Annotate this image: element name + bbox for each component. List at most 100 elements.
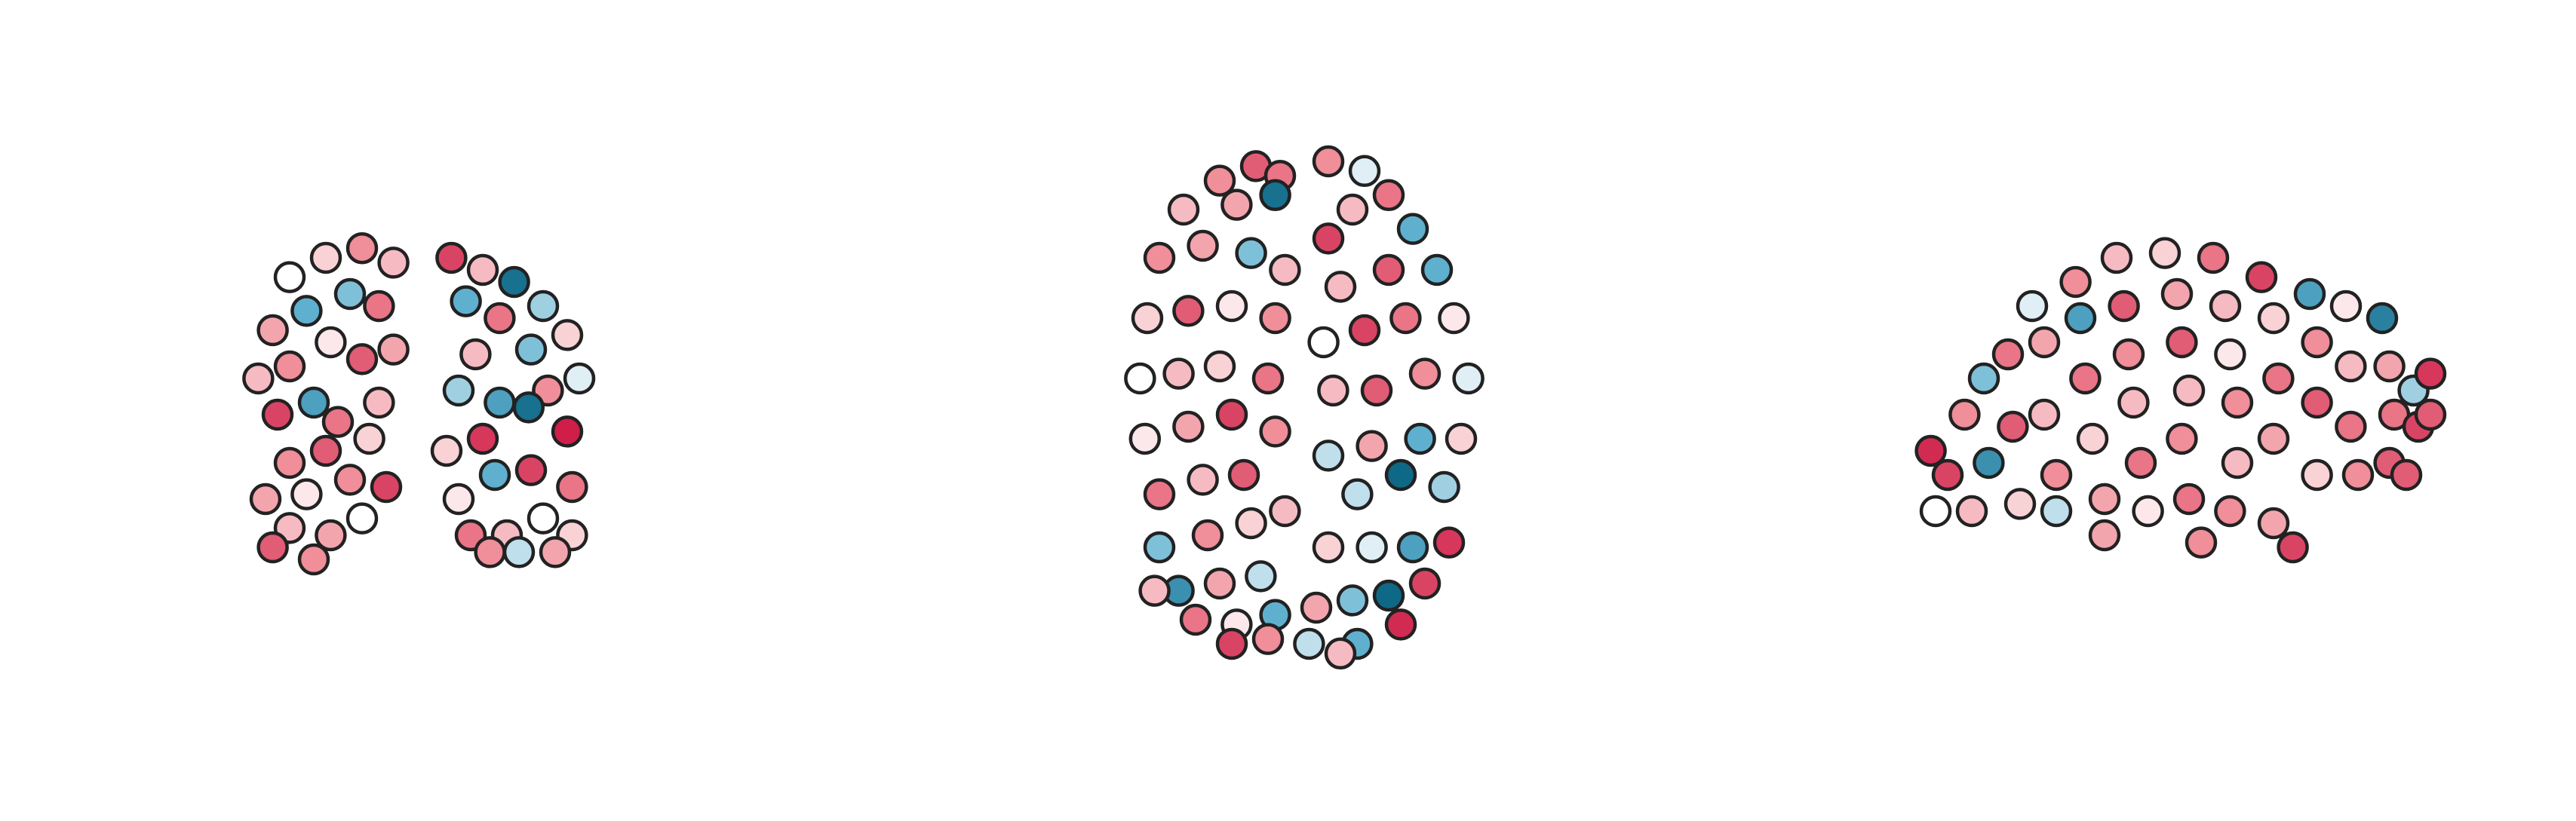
brain-view bbox=[1914, 237, 2447, 564]
node-marker bbox=[370, 470, 403, 504]
node-marker bbox=[1919, 495, 1952, 528]
node-marker bbox=[273, 261, 306, 293]
node-marker bbox=[1269, 495, 1301, 528]
node-marker bbox=[309, 241, 342, 274]
node-marker bbox=[315, 326, 347, 359]
node-marker bbox=[2197, 241, 2230, 274]
node-marker bbox=[1215, 289, 1248, 323]
node-marker bbox=[1341, 478, 1374, 510]
node-marker bbox=[1172, 295, 1205, 327]
node-marker bbox=[1973, 446, 2005, 479]
node-marker bbox=[2059, 265, 2092, 299]
node-marker bbox=[261, 398, 294, 431]
node-marker bbox=[2209, 289, 2242, 323]
node-marker bbox=[1432, 526, 1466, 559]
node-marker bbox=[2262, 362, 2295, 395]
node-marker bbox=[2277, 531, 2309, 564]
node-marker bbox=[2148, 237, 2181, 269]
node-marker bbox=[474, 536, 506, 568]
node-marker bbox=[1227, 458, 1260, 492]
brain-view bbox=[1124, 145, 1485, 670]
node-marker bbox=[1389, 302, 1422, 335]
node-marker bbox=[2221, 386, 2254, 419]
node-marker bbox=[1408, 567, 1442, 600]
node-marker bbox=[1259, 302, 1291, 335]
node-marker bbox=[1203, 164, 1236, 197]
node-marker bbox=[512, 391, 545, 424]
node-marker bbox=[2172, 374, 2206, 407]
node-marker bbox=[1172, 410, 1205, 443]
node-marker bbox=[2245, 261, 2278, 293]
node-marker bbox=[1162, 357, 1195, 390]
node-marker bbox=[2329, 289, 2363, 323]
node-marker bbox=[1452, 362, 1485, 395]
node-marker bbox=[2341, 458, 2375, 492]
node-marker bbox=[2221, 446, 2254, 479]
node-marker bbox=[1408, 357, 1442, 390]
node-marker bbox=[1203, 567, 1236, 600]
node-marker bbox=[273, 350, 306, 383]
node-marker bbox=[1356, 430, 1388, 462]
node-marker bbox=[1251, 362, 1285, 395]
node-marker bbox=[1396, 531, 1429, 564]
node-marker bbox=[2373, 350, 2406, 383]
node-marker bbox=[1348, 314, 1381, 347]
node-marker bbox=[2214, 338, 2246, 371]
node-marker bbox=[2214, 495, 2246, 528]
node-marker bbox=[2414, 357, 2447, 390]
node-marker bbox=[2301, 458, 2333, 492]
node-marker bbox=[1372, 579, 1405, 612]
node-marker bbox=[2185, 526, 2218, 559]
node-marker bbox=[2117, 386, 2150, 419]
node-marker bbox=[1203, 350, 1236, 383]
node-marker bbox=[1445, 422, 1478, 455]
node-marker bbox=[2040, 495, 2073, 528]
node-marker bbox=[1967, 362, 2000, 395]
node-marker bbox=[363, 386, 395, 419]
node-marker bbox=[1404, 422, 1436, 455]
node-marker bbox=[514, 333, 548, 366]
node-marker bbox=[1220, 188, 1253, 221]
node-marker bbox=[1259, 415, 1291, 448]
node-marker bbox=[1991, 338, 2025, 371]
node-marker bbox=[1167, 193, 1200, 226]
node-marker bbox=[459, 338, 492, 371]
node-marker bbox=[2069, 362, 2102, 395]
node-marker bbox=[551, 415, 584, 448]
node-marker bbox=[1384, 608, 1417, 641]
node-marker bbox=[1948, 398, 1981, 431]
node-marker bbox=[430, 434, 463, 467]
node-marker bbox=[442, 374, 475, 407]
node-marker bbox=[2293, 277, 2326, 311]
node-marker bbox=[1215, 398, 1248, 431]
node-marker bbox=[256, 531, 289, 564]
node-marker bbox=[1914, 434, 1947, 467]
node-marker bbox=[1259, 179, 1291, 212]
node-marker bbox=[1372, 253, 1405, 286]
node-marker bbox=[1931, 458, 1964, 492]
node-marker bbox=[2076, 422, 2109, 455]
node-marker bbox=[502, 536, 536, 568]
node-marker bbox=[1300, 591, 1333, 624]
node-marker bbox=[1348, 155, 1381, 188]
node-marker bbox=[450, 285, 482, 317]
node-marker bbox=[435, 241, 468, 274]
node-marker bbox=[1438, 302, 1470, 335]
node-marker bbox=[2132, 495, 2164, 528]
node-marker bbox=[1384, 458, 1417, 492]
node-marker bbox=[256, 314, 289, 347]
node-marker bbox=[1312, 222, 1345, 255]
node-marker bbox=[1307, 326, 1340, 359]
node-marker bbox=[1312, 145, 1345, 178]
node-marker bbox=[1372, 179, 1405, 212]
node-marker bbox=[442, 482, 475, 516]
node-marker bbox=[321, 406, 355, 438]
node-marker bbox=[1215, 627, 1248, 660]
node-marker bbox=[309, 434, 342, 467]
node-marker bbox=[1420, 253, 1454, 286]
node-marker bbox=[2108, 289, 2140, 323]
node-marker bbox=[2064, 302, 2097, 335]
node-marker bbox=[315, 519, 347, 552]
